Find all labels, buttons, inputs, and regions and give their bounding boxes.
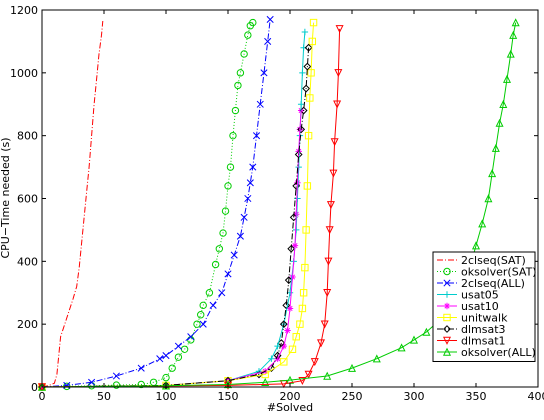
y-tick-label: 1200 xyxy=(10,4,38,17)
x-tick-label: 300 xyxy=(404,390,425,403)
x-tick-label: 0 xyxy=(39,390,46,403)
legend-label-9: oksolver(ALL) xyxy=(461,346,536,359)
x-axis-label: #Solved xyxy=(267,401,313,414)
series-2-point xyxy=(188,337,194,343)
series-2-point xyxy=(169,365,175,371)
series-2-point xyxy=(212,261,218,267)
series-line-6 xyxy=(42,23,314,387)
series-2-point xyxy=(175,354,181,360)
y-tick-label: 0 xyxy=(31,381,38,394)
x-tick-label: 150 xyxy=(218,390,239,403)
y-tick-label: 600 xyxy=(17,193,38,206)
x-tick-label: 400 xyxy=(528,390,544,403)
series-line-2 xyxy=(42,23,253,387)
x-tick-label: 100 xyxy=(156,390,177,403)
legend: 2clseq(SAT)oksolver(SAT)2clseq(ALL)usat0… xyxy=(433,252,537,362)
series-2-point xyxy=(198,312,204,318)
series-line-5 xyxy=(42,111,301,388)
y-tick-label: 1000 xyxy=(10,67,38,80)
series-2-point xyxy=(163,374,169,380)
series-3-point xyxy=(267,16,273,22)
series-3-point xyxy=(113,373,119,379)
series-line-4 xyxy=(42,32,305,387)
y-tick-label: 200 xyxy=(17,318,38,331)
y-axis-label: CPU−Time needed (s) xyxy=(0,137,12,258)
series-2-point xyxy=(216,246,222,252)
series-line-1 xyxy=(42,21,103,387)
series-2-point xyxy=(230,132,236,138)
y-tick-label: 800 xyxy=(17,130,38,143)
x-tick-label: 250 xyxy=(342,390,363,403)
series-2-point xyxy=(194,321,200,327)
series-line-3 xyxy=(42,19,270,387)
x-tick-label: 50 xyxy=(97,390,111,403)
series-2-point xyxy=(245,32,251,38)
y-tick-label: 400 xyxy=(17,255,38,268)
series-2-point xyxy=(206,290,212,296)
series-line-7 xyxy=(42,48,309,387)
x-tick-label: 350 xyxy=(466,390,487,403)
